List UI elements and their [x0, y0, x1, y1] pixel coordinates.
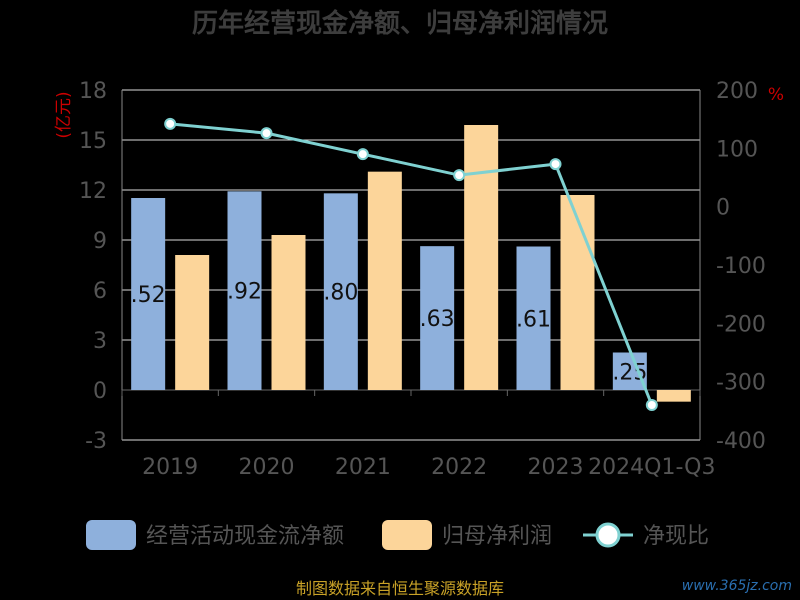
ratio-point	[164, 117, 177, 130]
data-label: .61	[516, 307, 551, 332]
bar-profit	[656, 390, 691, 402]
right-tick-label: -200	[716, 312, 766, 337]
legend: 经营活动现金流净额 归母净利润 净现比	[86, 520, 709, 550]
bar-cashflow	[323, 193, 358, 390]
watermark: www.365jz.com	[682, 578, 792, 594]
left-tick-label: -3	[85, 429, 107, 454]
data-label: .52	[131, 283, 166, 308]
ratio-point	[356, 148, 369, 161]
left-tick-label: 12	[79, 179, 107, 204]
ratio-point	[260, 127, 273, 140]
ratio-line-path	[170, 122, 654, 406]
right-tick-label: -100	[716, 254, 766, 279]
bar-profit	[464, 125, 499, 390]
category-label: 2024Q1-Q3	[588, 455, 715, 480]
legend-label-ratio: 净现比	[643, 524, 709, 549]
left-tick-label: 3	[93, 329, 107, 354]
left-tick-label: 18	[79, 79, 107, 104]
footer-source: 制图数据来自恒生聚源数据库	[296, 579, 504, 598]
right-tick-label: 100	[716, 137, 758, 162]
left-tick-label: 15	[79, 129, 107, 154]
data-label: .63	[420, 307, 455, 332]
bar-cashflow	[612, 352, 647, 390]
ratio-point	[549, 158, 562, 171]
bar-profit	[560, 195, 595, 390]
category-labels: 2019 2020 2021 2022 2023 2024Q1-Q3	[142, 455, 715, 480]
right-axis-unit: %	[768, 85, 784, 105]
category-label: 2021	[335, 455, 391, 480]
chart-title: 历年经营现金净额、归母净利润情况	[192, 8, 608, 39]
data-label: .92	[227, 280, 262, 305]
grid	[121, 89, 701, 441]
bar-cashflow	[131, 198, 166, 390]
left-axis-ticks: 18 15 12 9 6 3 0 -3	[79, 79, 107, 454]
right-tick-label: 200	[716, 79, 758, 104]
ratio-point	[645, 399, 658, 411]
legend-swatch-profit	[382, 520, 432, 550]
bar-cashflow	[227, 191, 262, 390]
category-label: 2022	[431, 455, 487, 480]
bar-cashflow	[516, 246, 551, 390]
bar-profit	[175, 255, 210, 390]
data-labels: .52.92.80.63.61.25	[131, 280, 648, 386]
category-label: 2019	[142, 455, 198, 480]
right-tick-label: 0	[716, 196, 730, 221]
left-tick-label: 6	[93, 279, 107, 304]
right-axis-ticks: 200 100 0 -100 -200 -300 -400	[716, 79, 766, 454]
right-tick-label: -300	[716, 371, 766, 396]
bar-profit	[271, 235, 306, 390]
data-label: .80	[323, 281, 358, 306]
legend-swatch-cashflow	[86, 520, 136, 550]
bar-profit	[367, 171, 402, 390]
category-label: 2020	[239, 455, 295, 480]
category-label: 2023	[528, 455, 584, 480]
right-tick-label: -400	[716, 429, 766, 454]
left-tick-label: 0	[93, 379, 107, 404]
legend-label-cashflow: 经营活动现金流净额	[146, 524, 344, 549]
legend-marker-ratio	[595, 522, 621, 548]
ratio-line	[164, 117, 658, 411]
bar-cashflow	[420, 246, 455, 390]
left-tick-label: 9	[93, 229, 107, 254]
bars	[131, 125, 691, 402]
legend-label-profit: 归母净利润	[442, 524, 552, 549]
ratio-point	[453, 169, 466, 182]
left-axis-unit: (亿元)	[54, 91, 74, 138]
